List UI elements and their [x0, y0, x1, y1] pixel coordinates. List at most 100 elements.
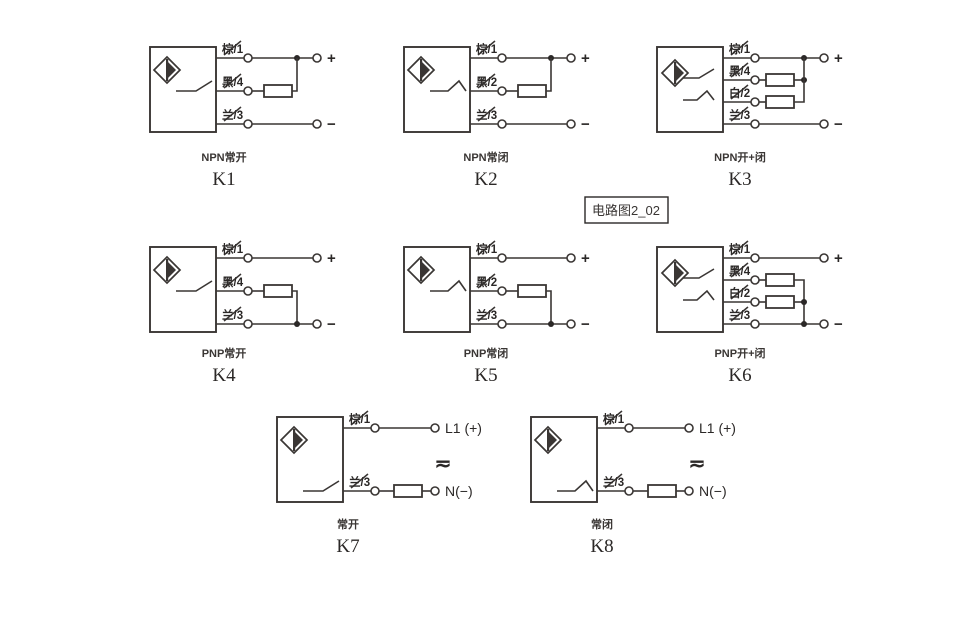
- sensor-symbol-icon: [152, 255, 182, 285]
- label-polarity-minus: −: [834, 116, 843, 133]
- load-resistor-k3-a: [765, 73, 795, 87]
- ac-supply-symbol: ≂: [689, 453, 706, 475]
- label-wire-white-2: 白/2: [729, 86, 750, 100]
- load-resistor-k1: [263, 84, 293, 98]
- sensor-symbol-icon: [406, 55, 436, 85]
- terminal-k5-2: [497, 286, 507, 296]
- switch-no-icon: [683, 268, 715, 279]
- sheet-tag-box: [584, 196, 669, 224]
- ac-supply-symbol: ≂: [435, 453, 452, 475]
- caption-code-k1: K1: [212, 169, 235, 190]
- terminal-k8-l1: [684, 423, 694, 433]
- label-line-live: L1 (+): [445, 420, 482, 436]
- label-wire-brown-1: 棕/1: [221, 42, 244, 56]
- caption-type-k3: NPN开+闭: [714, 150, 766, 164]
- sensor-symbol-icon: [660, 258, 690, 288]
- caption-code-k4: K4: [212, 365, 236, 386]
- caption-type-k6: PNP开+闭: [714, 346, 765, 360]
- load-resistor-k7: [393, 484, 423, 498]
- caption-type-k8: 常闭: [591, 517, 613, 531]
- terminal-k2-3: [497, 119, 507, 129]
- terminal-k4-4: [243, 286, 253, 296]
- terminal-k4-plus: [312, 253, 322, 263]
- load-resistor-k8: [647, 484, 677, 498]
- label-line-neutral: N(−): [699, 483, 727, 499]
- caption-type-k2: NPN常闭: [463, 150, 508, 164]
- terminal-k4-3: [243, 319, 253, 329]
- terminal-k1-minus: [312, 119, 322, 129]
- label-polarity-plus: +: [834, 250, 843, 267]
- terminal-k8-3: [624, 486, 634, 496]
- terminal-k2-minus: [566, 119, 576, 129]
- diagram-k7: L1 (+) 棕/1 ≂ N(−) 兰/3 常开 K7: [276, 410, 482, 557]
- caption-code-k3: K3: [728, 169, 751, 190]
- terminal-k6-1: [750, 253, 760, 263]
- label-wire-blue-3: 兰/3: [222, 308, 243, 322]
- caption-code-k7: K7: [336, 536, 359, 557]
- label-wire-black-4: 黑/4: [222, 276, 244, 289]
- label-wire-black-4: 黑/4: [729, 65, 751, 78]
- terminal-k8-1: [624, 423, 634, 433]
- terminal-k3-1: [750, 53, 760, 63]
- diagram-k8: L1 (+) 棕/1 ≂ N(−) 兰/3 常闭 K8: [530, 410, 736, 557]
- terminal-k1-4: [243, 86, 253, 96]
- terminal-k3-4: [750, 75, 760, 85]
- terminal-k3-minus: [819, 119, 829, 129]
- caption-code-k6: K6: [728, 365, 751, 386]
- sensor-body-k6: [656, 246, 724, 333]
- caption-type-k7: 常开: [337, 517, 359, 531]
- sensor-body-k1: [149, 46, 217, 133]
- switch-nc-icon: [557, 479, 594, 492]
- terminal-k3-plus: [819, 53, 829, 63]
- switch-no-icon: [683, 68, 715, 79]
- terminal-k7-3: [370, 486, 380, 496]
- sensor-body-k8: [530, 416, 598, 503]
- sensor-symbol-icon: [279, 425, 309, 455]
- switch-nc-icon: [430, 79, 467, 92]
- terminal-k2-plus: [566, 53, 576, 63]
- switch-nc-icon: [683, 289, 715, 301]
- label-wire-brown-1: 棕/1: [348, 412, 371, 426]
- label-polarity-minus: −: [834, 316, 843, 333]
- caption-type-k5: PNP常闭: [464, 346, 509, 360]
- load-resistor-k3-b: [765, 95, 795, 109]
- caption-code-k8: K8: [590, 536, 613, 557]
- terminal-k4-1: [243, 253, 253, 263]
- load-resistor-k5: [517, 284, 547, 298]
- terminal-k2-1: [497, 53, 507, 63]
- label-polarity-plus: +: [327, 50, 336, 67]
- terminal-k6-4: [750, 275, 760, 285]
- label-wire-white-2: 白/2: [729, 286, 750, 300]
- terminal-k3-2: [750, 97, 760, 107]
- label-wire-blue-3: 兰/3: [222, 108, 243, 122]
- label-polarity-minus: −: [327, 116, 336, 133]
- load-resistor-k4: [263, 284, 293, 298]
- label-wire-blue-3: 兰/3: [476, 308, 497, 322]
- terminal-k2-2: [497, 86, 507, 96]
- label-wire-blue-3: 兰/3: [349, 475, 370, 489]
- label-polarity-plus: +: [327, 250, 336, 267]
- terminal-k6-2: [750, 297, 760, 307]
- load-resistor-k6-b: [765, 295, 795, 309]
- label-polarity-plus: +: [581, 50, 590, 67]
- terminal-k6-3: [750, 319, 760, 329]
- terminal-k1-plus: [312, 53, 322, 63]
- diagram-k5: + 棕/1 黑/2 − 兰/3 PNP常闭 K5: [403, 240, 590, 386]
- label-polarity-plus: +: [834, 50, 843, 67]
- sensor-body-k3: [656, 46, 724, 133]
- label-wire-blue-3: 兰/3: [476, 108, 497, 122]
- caption-type-k1: NPN常开: [201, 150, 246, 164]
- label-wire-brown-1: 棕/1: [221, 242, 244, 256]
- label-polarity-minus: −: [581, 316, 590, 333]
- diagram-k4: + 棕/1 黑/4 − 兰/3 PNP常开 K4: [149, 240, 336, 386]
- switch-nc-icon: [430, 279, 467, 292]
- label-polarity-plus: +: [581, 250, 590, 267]
- caption-code-k5: K5: [474, 365, 497, 386]
- sensor-body-k5: [403, 246, 471, 333]
- terminal-k7-1: [370, 423, 380, 433]
- label-wire-brown-1: 棕/1: [728, 42, 751, 56]
- diagram-k2: + 棕/1 黑/2 − 兰/3 NPN常闭 K2: [403, 40, 590, 190]
- terminal-k6-minus: [819, 319, 829, 329]
- sheet-tag-label: 电路图2_02: [592, 203, 660, 218]
